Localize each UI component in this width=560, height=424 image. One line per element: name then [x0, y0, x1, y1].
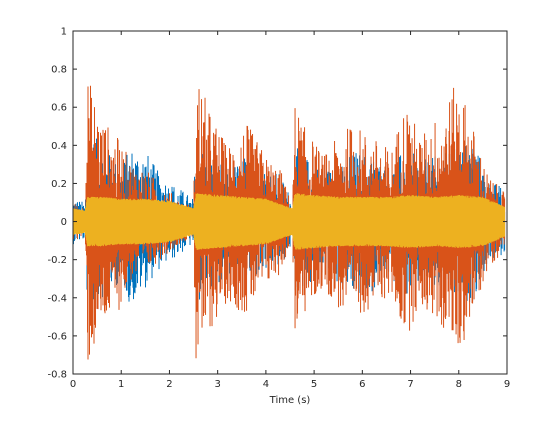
- y-tick-label: -0.6: [47, 331, 67, 342]
- x-tick-label: 5: [311, 379, 317, 390]
- x-tick-label: 1: [118, 379, 124, 390]
- y-tick-label: 1: [61, 27, 67, 38]
- x-tick-label: 0: [70, 379, 76, 390]
- y-tick-label: 0.2: [51, 179, 67, 190]
- y-tick-label: 0.4: [51, 141, 67, 152]
- y-tick-label: 0.8: [51, 65, 67, 76]
- y-tick-label: -0.2: [47, 255, 67, 266]
- x-tick-label: 7: [407, 379, 413, 390]
- y-tick-label: -0.4: [47, 293, 67, 304]
- x-tick-label: 4: [263, 379, 269, 390]
- x-axis-label: Time (s): [269, 395, 311, 406]
- plot-area: [73, 85, 506, 360]
- x-tick-label: 9: [504, 379, 510, 390]
- ticks: 0 1 2 3 4 5 6 7 8 9 -0.8 -0.6 -0.4 -0.2 0 0.2 0.4 0.6 0.8 1: [47, 27, 510, 391]
- y-tick-label: 0.6: [51, 103, 67, 114]
- x-tick-label: 2: [166, 379, 172, 390]
- y-tick-label: 0: [61, 217, 67, 228]
- axes: [72, 30, 508, 375]
- axes-box: [72, 30, 508, 375]
- waveform-series-3: [73, 193, 506, 250]
- x-tick-label: 6: [359, 379, 365, 390]
- x-tick-label: 3: [214, 379, 220, 390]
- x-tick-label: 8: [456, 379, 462, 390]
- y-tick-label: -0.8: [47, 370, 67, 381]
